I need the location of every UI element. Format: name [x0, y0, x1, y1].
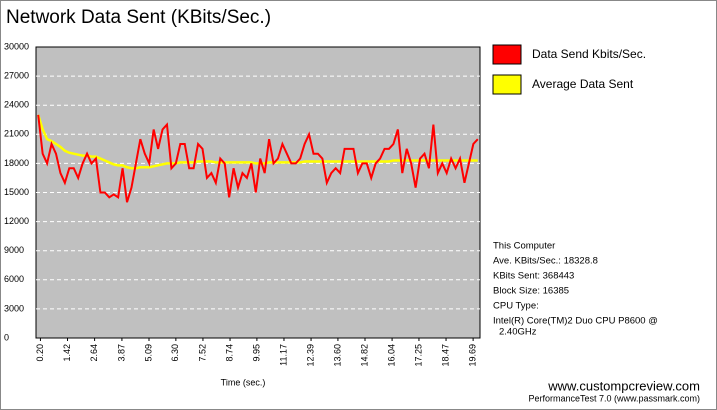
legend-swatch: [492, 74, 522, 95]
legend-swatch: [492, 44, 522, 65]
legend-label: Average Data Sent: [532, 77, 634, 91]
y-tick-label: 21000: [4, 129, 29, 139]
x-tick-label: 5.09: [143, 344, 153, 362]
x-tick-label: 14.82: [359, 344, 369, 367]
y-tick-label: 24000: [4, 100, 29, 110]
y-tick-label: 9000: [4, 245, 24, 255]
info-line: 2.40GHz: [499, 327, 537, 338]
footer-site: www.custompcreview.com: [547, 378, 700, 393]
y-tick-label: 3000: [4, 303, 24, 313]
series-line: [37, 114, 479, 203]
legend-label: Data Send Kbits/Sec.: [532, 47, 646, 61]
info-line: KBits Sent: 368443: [493, 271, 574, 282]
x-tick-label: 3.87: [116, 344, 126, 362]
x-tick-label: 11.17: [278, 344, 288, 366]
x-tick-label: 13.60: [332, 344, 342, 367]
info-line: Intel(R) Core(TM)2 Duo CPU P8600 @: [493, 316, 658, 327]
x-tick-label: 19.69: [467, 344, 477, 367]
y-tick-label: 30000: [4, 41, 29, 51]
info-line: Block Size: 16385: [493, 286, 569, 297]
y-tick-label: 18000: [4, 158, 29, 168]
x-tick-label: 9.95: [251, 344, 261, 362]
x-tick-label: 1.42: [62, 344, 72, 362]
y-tick-label: 15000: [4, 187, 29, 197]
y-tick-label: 0: [4, 332, 9, 342]
chart-title: Network Data Sent (KBits/Sec.): [6, 7, 271, 28]
x-axis-label: Time (sec.): [221, 377, 266, 387]
x-tick-label: 8.74: [224, 344, 234, 362]
x-tick-label: 18.47: [440, 344, 450, 367]
x-tick-label: 17.25: [413, 344, 423, 367]
y-tick-label: 27000: [4, 70, 29, 80]
info-line: Ave. KBits/Sec.: 18328.8: [493, 256, 598, 267]
y-tick-label: 6000: [4, 274, 24, 284]
x-tick-label: 0.20: [35, 344, 45, 362]
info-line: CPU Type:: [493, 301, 539, 312]
footer-credit: PerformanceTest 7.0 (www.passmark.com): [528, 393, 700, 403]
info-line: This Computer: [493, 241, 555, 252]
x-tick-label: 2.64: [89, 344, 99, 362]
x-tick-label: 12.39: [305, 344, 315, 367]
x-tick-label: 7.52: [197, 344, 207, 362]
y-tick-label: 12000: [4, 216, 29, 226]
x-tick-label: 16.04: [386, 344, 396, 367]
x-tick-label: 6.30: [170, 344, 180, 362]
